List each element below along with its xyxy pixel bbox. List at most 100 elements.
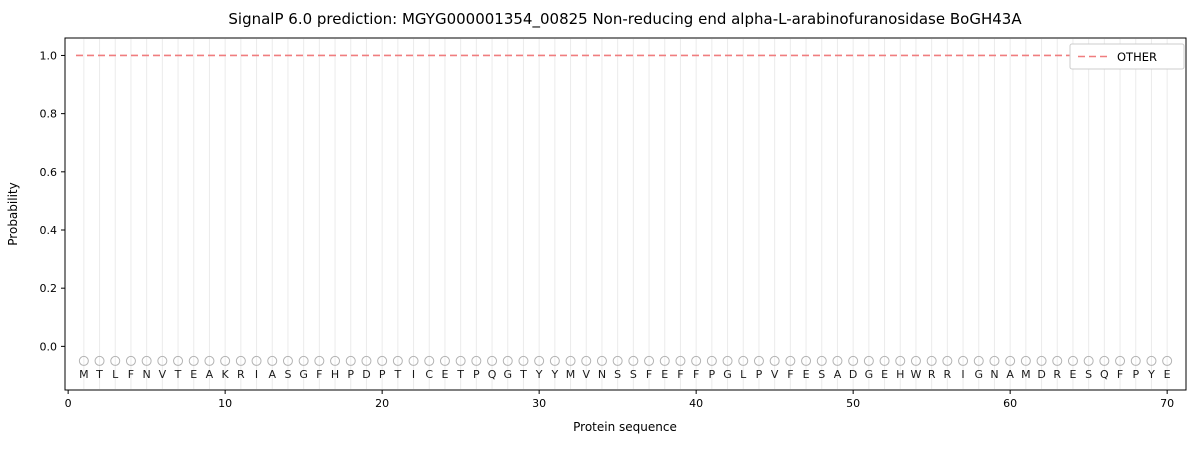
residue-marker xyxy=(235,355,246,366)
residue-marker xyxy=(408,355,419,366)
residue-marker xyxy=(801,355,812,366)
residue-letter: A xyxy=(834,368,842,381)
residue-letter: E xyxy=(881,368,888,381)
residue-letter: Y xyxy=(1147,368,1155,381)
residue-marker xyxy=(173,355,184,366)
residue-letter: E xyxy=(1164,368,1171,381)
residue-letter: G xyxy=(974,368,983,381)
residue-marker xyxy=(565,355,576,366)
residue-letter: Y xyxy=(550,368,558,381)
residue-letter: P xyxy=(473,368,480,381)
gridlines-group xyxy=(83,39,1168,389)
residue-marker xyxy=(78,355,89,366)
residue-marker xyxy=(753,355,764,366)
residue-marker xyxy=(958,355,969,366)
residue-letter: H xyxy=(331,368,339,381)
residue-marker xyxy=(298,355,309,366)
x-axis-ticks-group: 0 10 20 30 40 50 60 70 xyxy=(65,390,1174,410)
residue-letter: R xyxy=(237,368,245,381)
y-tick-label: 0.8 xyxy=(40,108,58,121)
residue-letter: N xyxy=(598,368,606,381)
plot-frame xyxy=(64,37,1187,391)
residue-marker xyxy=(989,355,1000,366)
residue-marker xyxy=(973,355,984,366)
x-tick-label: 60 xyxy=(1003,397,1017,410)
residue-letter: D xyxy=(362,368,370,381)
residue-letter: E xyxy=(661,368,668,381)
residue-letter: D xyxy=(1037,368,1045,381)
residue-marker xyxy=(204,355,215,366)
x-tick-label: 70 xyxy=(1160,397,1174,410)
residue-marker xyxy=(659,355,670,366)
residue-marker xyxy=(848,355,859,366)
residue-letter: E xyxy=(190,368,197,381)
residue-letter: A xyxy=(268,368,276,381)
residue-letter: L xyxy=(112,368,119,381)
y-tick-label: 1.0 xyxy=(40,49,58,62)
residue-marker xyxy=(863,355,874,366)
residue-letter: W xyxy=(911,368,922,381)
residue-marker xyxy=(675,355,686,366)
x-tick-label: 0 xyxy=(65,397,72,410)
residue-marker xyxy=(1162,355,1173,366)
residue-letter: P xyxy=(1132,368,1139,381)
residue-marker xyxy=(314,355,325,366)
x-tick-label: 20 xyxy=(375,397,389,410)
residue-marker xyxy=(644,355,655,366)
residue-letter: S xyxy=(614,368,621,381)
legend-label: OTHER xyxy=(1117,50,1157,64)
residue-marker xyxy=(1052,355,1063,366)
residue-marker xyxy=(439,355,450,366)
y-tick-label: 0.6 xyxy=(40,166,58,179)
residue-letter: Y xyxy=(535,368,543,381)
residue-letter: M xyxy=(1021,368,1031,381)
residue-letter: C xyxy=(425,368,433,381)
residue-letter: A xyxy=(206,368,214,381)
residue-marker xyxy=(1020,355,1031,366)
residue-letter: S xyxy=(630,368,637,381)
residue-marker xyxy=(267,355,278,366)
residue-marker xyxy=(330,355,341,366)
residue-letter: V xyxy=(771,368,779,381)
x-tick-label: 10 xyxy=(218,397,232,410)
chart-title: SignalP 6.0 prediction: MGYG000001354_00… xyxy=(228,10,1022,29)
residue-marker xyxy=(1130,355,1141,366)
residue-marker xyxy=(377,355,388,366)
residue-marker xyxy=(1146,355,1157,366)
residue-marker xyxy=(942,355,953,366)
residue-marker xyxy=(1067,355,1078,366)
residue-letter: P xyxy=(709,368,716,381)
residue-letter: R xyxy=(1053,368,1061,381)
residue-letter: S xyxy=(818,368,825,381)
residue-letter: T xyxy=(393,368,401,381)
residue-letter: F xyxy=(787,368,793,381)
residue-letter: A xyxy=(1006,368,1014,381)
residue-letter: K xyxy=(222,368,230,381)
residue-marker xyxy=(785,355,796,366)
residue-marker xyxy=(1083,355,1094,366)
residue-marker xyxy=(910,355,921,366)
residue-letter: G xyxy=(865,368,874,381)
residue-marker xyxy=(691,355,702,366)
residue-marker xyxy=(141,355,152,366)
residue-marker xyxy=(188,355,199,366)
y-tick-label: 0.0 xyxy=(40,340,58,353)
residue-letter: P xyxy=(347,368,354,381)
y-tick-label: 0.2 xyxy=(40,282,58,295)
x-tick-label: 50 xyxy=(846,397,860,410)
residue-letter: Q xyxy=(1100,368,1109,381)
residue-marker xyxy=(282,355,293,366)
residue-marker xyxy=(424,355,435,366)
residue-marker xyxy=(534,355,545,366)
residue-marker xyxy=(832,355,843,366)
residue-letter: G xyxy=(503,368,512,381)
residue-letter: Q xyxy=(488,368,497,381)
residue-marker xyxy=(738,355,749,366)
residue-marker xyxy=(1115,355,1126,366)
residue-marker xyxy=(1099,355,1110,366)
residue-marker xyxy=(612,355,623,366)
residue-letter: T xyxy=(174,368,182,381)
